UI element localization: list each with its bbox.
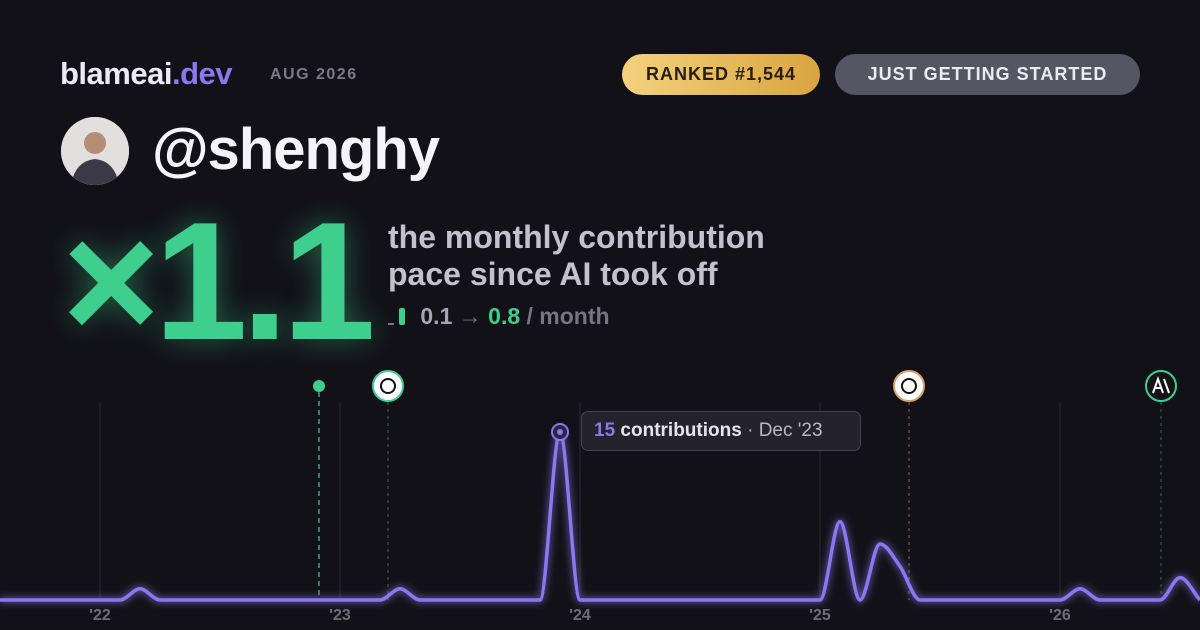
event-markers xyxy=(313,370,1177,600)
description: the monthly contribution xyxy=(388,219,765,255)
pace-after: 0.8 xyxy=(488,303,521,329)
pace-icon xyxy=(388,308,405,325)
brand: blameai.dev xyxy=(60,56,232,92)
avatar xyxy=(61,117,129,185)
avatar-image xyxy=(61,117,129,185)
tooltip-date: Dec '23 xyxy=(758,420,823,441)
event-icon-glyph xyxy=(380,378,396,394)
x-tick-label: '24 xyxy=(569,607,591,624)
unit: / month xyxy=(526,303,610,329)
multiplier: ×1.1 xyxy=(62,187,376,375)
x-tick-label: '25 xyxy=(809,607,831,624)
x-tick-label: '23 xyxy=(329,607,351,624)
event-icon xyxy=(372,370,404,402)
event-icon-glyph xyxy=(1152,376,1170,394)
tooltip-label: contributions xyxy=(620,420,742,441)
period: AUG 2026 xyxy=(270,66,358,83)
x-tick-label: '22 xyxy=(89,607,111,624)
rank-badge: RANKED #1,544 xyxy=(622,54,820,95)
tooltip: 15 contributions · Dec '23 xyxy=(581,411,861,451)
brand-name: blameai xyxy=(60,56,172,91)
status-badge: JUST GETTING STARTED xyxy=(835,54,1140,95)
pace-before: 0.1 xyxy=(420,303,453,329)
event-dot xyxy=(313,380,325,392)
brand-tld: .dev xyxy=(171,56,233,91)
highlight-point-core xyxy=(557,429,563,435)
arrow: → xyxy=(458,303,482,329)
tooltip-value: 15 xyxy=(594,420,616,441)
event-icon-glyph xyxy=(901,378,917,394)
series xyxy=(0,423,1200,602)
line xyxy=(0,430,1200,602)
tooltip-sep: · xyxy=(747,420,754,441)
handle: @shenghy xyxy=(152,117,440,182)
pace: 0.1 → 0.8 / month xyxy=(388,303,610,330)
x-tick-label: '26 xyxy=(1049,607,1071,624)
event-icon xyxy=(893,370,925,402)
description: pace since AI took off xyxy=(388,256,718,292)
grid: '22 '23 '24 '25 '26 xyxy=(89,402,1071,624)
